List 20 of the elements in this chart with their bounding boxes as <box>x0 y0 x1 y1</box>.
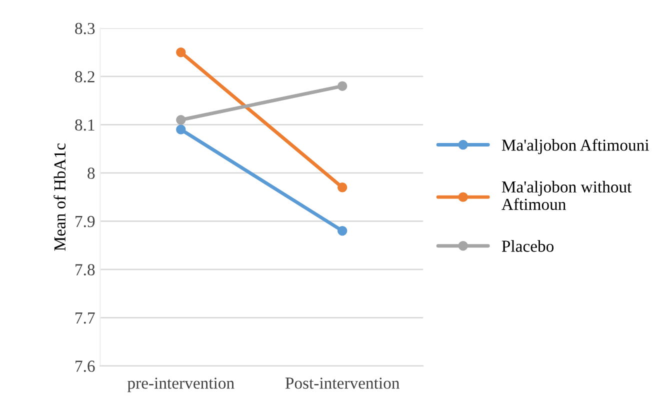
point <box>337 182 348 192</box>
y-tick-label: 7.7 <box>76 312 95 324</box>
y-axis-title: Mean of HbA1c <box>54 143 66 251</box>
y-tick-label: 8.2 <box>75 71 94 82</box>
x-tick-label: pre-intervention <box>127 378 234 392</box>
y-tick-label: 7.9 <box>76 216 95 228</box>
legend-label: Ma'aljobon Aftimouni <box>502 138 649 154</box>
y-tick-label: 7.6 <box>76 360 95 372</box>
legend-label: Ma'aljobon without Aftimoun <box>502 180 632 210</box>
x-tick-label: Post-intervention <box>285 378 400 389</box>
y-tick-label: 8.3 <box>75 22 95 34</box>
point <box>176 115 186 125</box>
point <box>176 124 186 134</box>
y-tick-label: 8 <box>88 168 95 179</box>
y-tick-label: 8.1 <box>75 119 94 131</box>
point <box>337 81 348 91</box>
y-tick-label: 7.8 <box>76 264 95 276</box>
legend-label: Placebo <box>502 240 554 252</box>
point <box>337 226 348 236</box>
point <box>176 47 186 58</box>
